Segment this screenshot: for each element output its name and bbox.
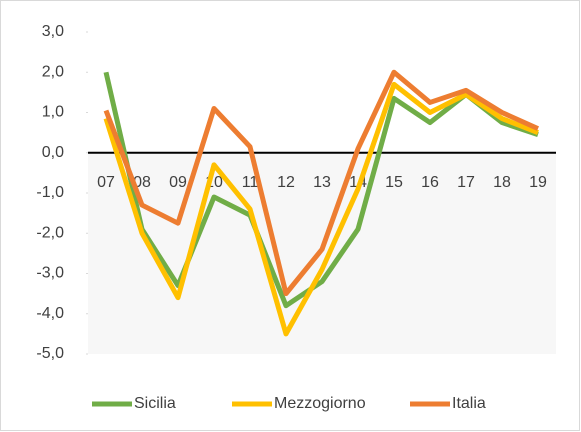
x-tick-label: 07 bbox=[97, 174, 115, 191]
y-tick-label: 2,0 bbox=[42, 63, 64, 80]
x-tick-label: 09 bbox=[169, 174, 187, 191]
y-tick-label: 1,0 bbox=[42, 104, 64, 121]
y-tick-label: 0,0 bbox=[42, 144, 64, 161]
x-tick-label: 12 bbox=[277, 174, 295, 191]
x-tick-label: 15 bbox=[385, 174, 403, 191]
plot-area bbox=[88, 153, 556, 354]
x-tick-label: 11 bbox=[242, 174, 259, 191]
y-tick-label: 3,0 bbox=[42, 23, 64, 40]
y-tick-label: -5,0 bbox=[36, 345, 64, 362]
legend-label: Italia bbox=[452, 395, 486, 412]
x-tick-label: 17 bbox=[457, 174, 475, 191]
x-tick-label: 19 bbox=[529, 174, 547, 191]
series-line bbox=[103, 81, 539, 337]
y-tick-label: -2,0 bbox=[36, 224, 64, 241]
series-line bbox=[103, 69, 540, 297]
x-tick-label: 18 bbox=[493, 174, 511, 191]
y-tick-label: -3,0 bbox=[36, 265, 64, 282]
x-tick-label: 16 bbox=[421, 174, 439, 191]
legend-label: Mezzogiorno bbox=[274, 395, 366, 412]
y-tick-label: -4,0 bbox=[36, 305, 64, 322]
x-tick-label: 13 bbox=[313, 174, 331, 191]
y-tick-label: -1,0 bbox=[36, 184, 64, 201]
legend-label: Sicilia bbox=[134, 395, 176, 412]
